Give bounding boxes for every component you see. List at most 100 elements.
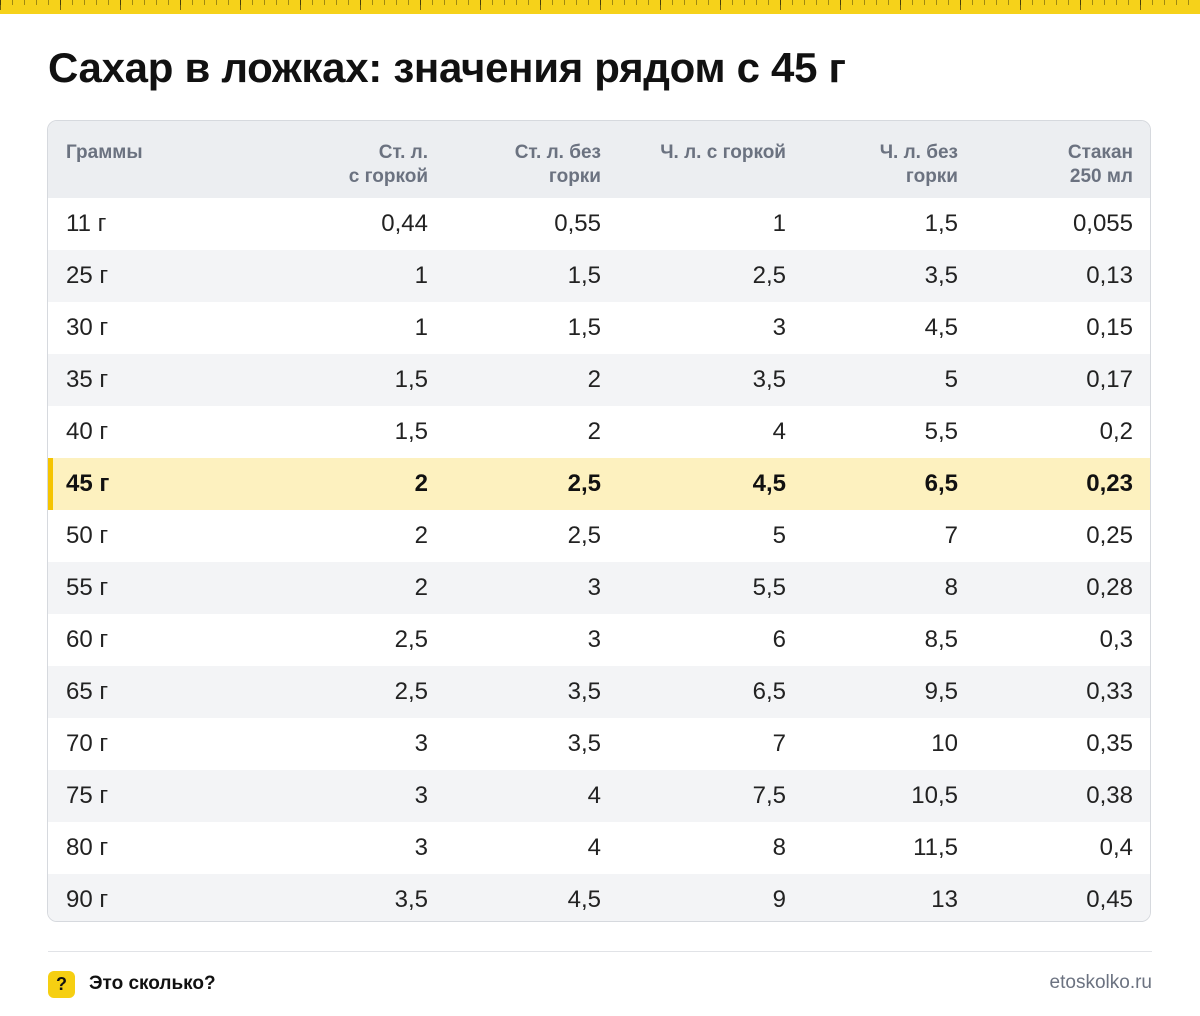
grams-cell: 55 г (66, 574, 109, 601)
table-row: 11 г 0,44 0,55 1 1,5 0,055 (48, 198, 1150, 250)
value-cell: 0,28 (1086, 574, 1133, 601)
column-header-tsp-heaped: Ч. л. с горкой (660, 142, 786, 163)
table-row: 75 г 3 4 7,5 10,5 0,38 (48, 770, 1150, 822)
value-cell: 3 (772, 314, 786, 341)
grams-cell: 35 г (66, 366, 109, 393)
value-cell: 4,5 (924, 314, 958, 341)
value-cell: 0,45 (1086, 886, 1133, 913)
value-cell: 5,5 (924, 418, 958, 445)
value-cell: 4,5 (567, 886, 601, 913)
value-cell: 0,33 (1086, 678, 1133, 705)
value-cell: 3 (587, 626, 601, 653)
grams-cell: 45 г (48, 458, 258, 510)
grams-cell: 75 г (66, 782, 109, 809)
value-cell: 0,17 (1086, 366, 1133, 393)
value-cell: 2,5 (394, 626, 428, 653)
table-row: 55 г 2 3 5,5 8 0,28 (48, 562, 1150, 614)
value-cell: 10,5 (911, 782, 958, 809)
value-cell: 3,5 (394, 886, 428, 913)
grams-cell: 30 г (66, 314, 109, 341)
value-cell: 3,5 (924, 262, 958, 289)
value-cell: 0,13 (1086, 262, 1133, 289)
question-mark-icon: ? (48, 970, 75, 998)
grams-cell: 50 г (66, 522, 109, 549)
table-row: 25 г 1 1,5 2,5 3,5 0,13 (48, 250, 1150, 302)
table-row: 50 г 2 2,5 5 7 0,25 (48, 510, 1150, 562)
value-cell: 8,5 (924, 626, 958, 653)
value-cell: 4 (772, 418, 786, 445)
value-cell: 3 (414, 834, 428, 861)
value-cell: 2 (414, 574, 428, 601)
value-cell: 5,5 (752, 574, 786, 601)
value-cell: 0,25 (1086, 522, 1133, 549)
table-header-row: Граммы Ст. л. с горкой Ст. л. без горки … (48, 121, 1150, 198)
value-cell: 0,35 (1086, 730, 1133, 757)
site-url: etoskolko.ru (1049, 972, 1152, 993)
value-cell: 0,15 (1086, 314, 1133, 341)
value-cell: 0,2 (1099, 418, 1133, 445)
table-row: 35 г 1,5 2 3,5 5 0,17 (48, 354, 1150, 406)
table-row: 30 г 1 1,5 3 4,5 0,15 (48, 302, 1150, 354)
value-cell: 1,5 (567, 314, 601, 341)
table-row: 80 г 3 4 8 11,5 0,4 (48, 822, 1150, 874)
value-cell: 6,5 (924, 470, 958, 497)
grams-cell: 65 г (66, 678, 109, 705)
value-cell: 5 (944, 366, 958, 393)
value-cell: 0,4 (1099, 834, 1133, 861)
brand-name: Это сколько? (89, 973, 216, 994)
brand-logo: ? Это сколько? (48, 970, 216, 998)
value-cell: 11,5 (913, 834, 958, 861)
value-cell: 4 (587, 834, 601, 861)
column-header-grams: Граммы (66, 142, 143, 163)
value-cell: 9 (772, 886, 786, 913)
value-cell: 2,5 (752, 262, 786, 289)
sugar-conversion-table: Граммы Ст. л. с горкой Ст. л. без горки … (48, 121, 1150, 921)
value-cell: 2 (414, 470, 428, 497)
value-cell: 1 (414, 262, 428, 289)
value-cell: 6,5 (752, 678, 786, 705)
value-cell: 4,5 (752, 470, 786, 497)
grams-cell: 60 г (66, 626, 109, 653)
value-cell: 2 (414, 522, 428, 549)
table-row-highlighted: 45 г 2 2,5 4,5 6,5 0,23 (48, 458, 1150, 510)
value-cell: 1,5 (394, 418, 428, 445)
grams-cell: 40 г (66, 418, 109, 445)
grams-cell: 70 г (66, 730, 109, 757)
column-header-tbsp-heaped: Ст. л. с горкой (348, 142, 428, 187)
value-cell: 5 (772, 522, 786, 549)
value-cell: 1,5 (924, 210, 958, 237)
table-row: 60 г 2,5 3 6 8,5 0,3 (48, 614, 1150, 666)
value-cell: 6 (772, 626, 786, 653)
top-ruler-stripe (0, 0, 1200, 14)
table-row: 40 г 1,5 2 4 5,5 0,2 (48, 406, 1150, 458)
value-cell: 0,23 (1086, 470, 1133, 497)
value-cell: 4 (587, 782, 601, 809)
grams-cell: 90 г (66, 886, 109, 913)
grams-cell: 25 г (66, 262, 109, 289)
column-header-glass: Стакан 250 мл (1067, 142, 1133, 187)
value-cell: 9,5 (924, 678, 958, 705)
sugar-table-container: Граммы Ст. л. с горкой Ст. л. без горки … (47, 120, 1151, 922)
value-cell: 8 (772, 834, 786, 861)
page-title: Сахар в ложках: значения рядом с 45 г (48, 44, 846, 91)
highlight-marker (48, 458, 53, 510)
value-cell: 1,5 (394, 366, 428, 393)
table-row: 70 г 3 3,5 7 10 0,35 (48, 718, 1150, 770)
value-cell: 2 (587, 418, 601, 445)
value-cell: 8 (944, 574, 958, 601)
value-cell: 0,55 (554, 210, 601, 237)
value-cell: 2 (587, 366, 601, 393)
value-cell: 3,5 (567, 730, 601, 757)
value-cell: 1,5 (567, 262, 601, 289)
value-cell: 2,5 (394, 678, 428, 705)
value-cell: 2,5 (567, 522, 601, 549)
value-cell: 7 (944, 522, 958, 549)
value-cell: 3 (414, 730, 428, 757)
value-cell: 3 (414, 782, 428, 809)
value-cell: 3 (587, 574, 601, 601)
value-cell: 0,44 (381, 210, 428, 237)
footer-divider (48, 951, 1152, 952)
value-cell: 1 (414, 314, 428, 341)
value-cell: 7 (772, 730, 786, 757)
table-row: 65 г 2,5 3,5 6,5 9,5 0,33 (48, 666, 1150, 718)
